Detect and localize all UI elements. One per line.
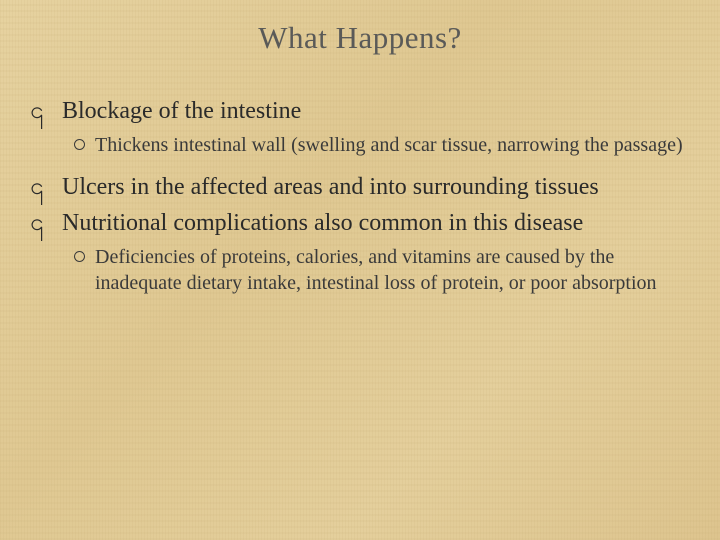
slide-content: ၎ Blockage of the intestine Thickens int… (0, 56, 720, 296)
script-bullet-icon: ၎ (30, 96, 56, 126)
circle-bullet-icon (74, 251, 85, 262)
sub-list-item-text: Deficiencies of proteins, calories, and … (95, 244, 690, 296)
circle-bullet-icon (74, 139, 85, 150)
slide: What Happens? ၎ Blockage of the intestin… (0, 0, 720, 540)
list-item-text: Ulcers in the affected areas and into su… (62, 172, 599, 202)
script-bullet-icon: ၎ (30, 172, 56, 202)
list-item: ၎ Ulcers in the affected areas and into … (30, 172, 690, 202)
script-bullet-icon: ၎ (30, 208, 56, 238)
slide-title: What Happens? (0, 0, 720, 56)
list-item-text: Blockage of the intestine (62, 96, 301, 126)
list-item-text: Nutritional complications also common in… (62, 208, 583, 238)
list-item: ၎ Blockage of the intestine (30, 96, 690, 126)
sub-list-item: Thickens intestinal wall (swelling and s… (30, 132, 690, 158)
list-item: ၎ Nutritional complications also common … (30, 208, 690, 238)
sub-list-item-text: Thickens intestinal wall (swelling and s… (95, 132, 683, 158)
sub-list-item: Deficiencies of proteins, calories, and … (30, 244, 690, 296)
